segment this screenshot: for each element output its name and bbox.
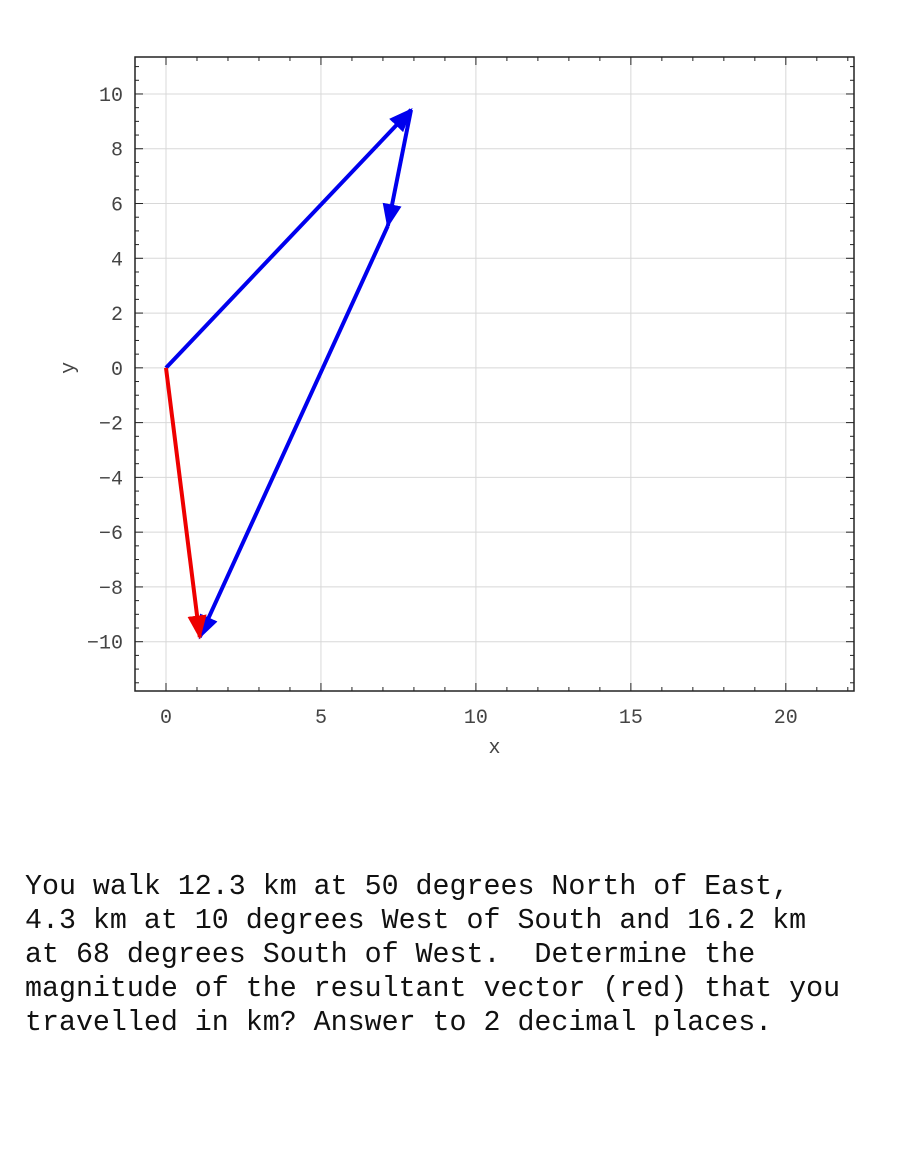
y-tick-label: −10 xyxy=(87,633,123,656)
y-tick-label: −6 xyxy=(99,523,123,546)
y-axis-label: y xyxy=(58,362,81,374)
x-tick-label: 10 xyxy=(464,707,488,730)
ticks xyxy=(134,57,854,691)
y-tick-label: 6 xyxy=(111,195,123,218)
vectors xyxy=(164,108,413,640)
tick-labels: 0 5 10 15 20 −10 −8 −6 −4 −2 0 2 4 6 8 10 xyxy=(87,85,798,730)
component-vector xyxy=(197,224,390,640)
x-tick-label: 5 xyxy=(315,707,327,730)
x-tick-label: 15 xyxy=(619,707,643,730)
y-tick-label: −2 xyxy=(99,414,123,437)
y-tick-label: 4 xyxy=(111,249,123,272)
y-tick-label: 10 xyxy=(99,85,123,108)
x-tick-label: 20 xyxy=(774,707,798,730)
resultant-vector xyxy=(164,367,207,640)
question-text: You walk 12.3 km at 50 degrees North of … xyxy=(25,871,841,1039)
component-vector xyxy=(164,108,413,370)
grid xyxy=(135,57,854,691)
y-tick-label: 0 xyxy=(111,359,123,382)
y-tick-label: 8 xyxy=(111,140,123,163)
vector-chart: 0 5 10 15 20 −10 −8 −6 −4 −2 0 2 4 6 8 10 x y xyxy=(58,56,855,760)
y-tick-label: −4 xyxy=(99,468,123,491)
component-vector xyxy=(382,109,413,229)
plot-frame xyxy=(134,56,855,692)
x-tick-label: 0 xyxy=(160,707,172,730)
y-tick-label: 2 xyxy=(111,304,123,327)
y-tick-label: −8 xyxy=(99,578,123,601)
x-axis-label: x xyxy=(488,737,500,760)
